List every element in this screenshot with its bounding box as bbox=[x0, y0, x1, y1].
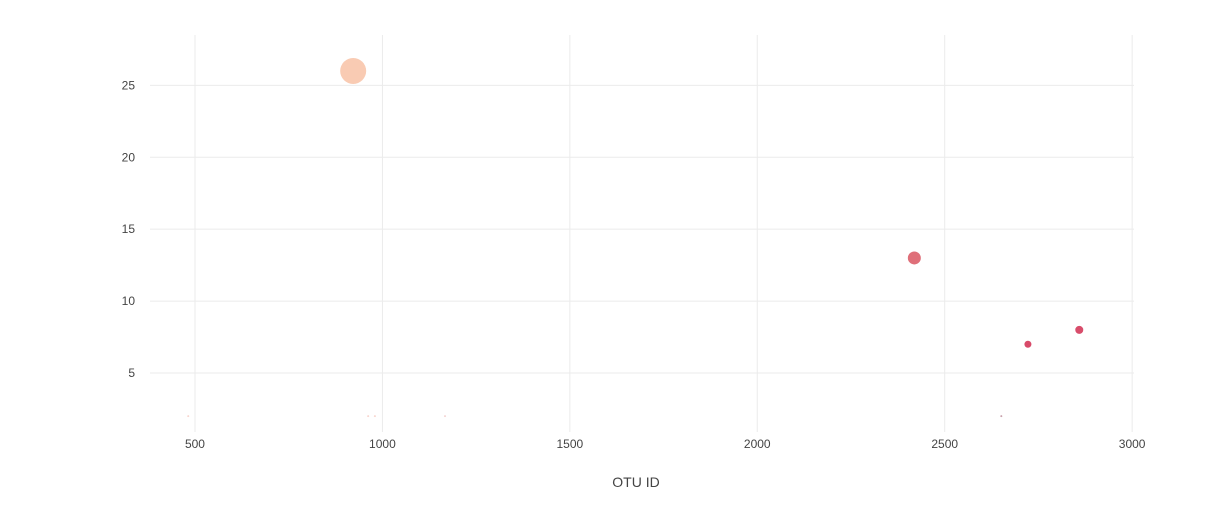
x-tick-label: 3000 bbox=[1119, 437, 1146, 451]
bubble-point[interactable] bbox=[907, 251, 921, 265]
bubble-point[interactable] bbox=[1000, 415, 1003, 418]
y-tick-label: 10 bbox=[122, 294, 136, 308]
x-axis-title: OTU ID bbox=[612, 474, 659, 490]
x-tick-label: 1500 bbox=[556, 437, 583, 451]
x-tick-label: 1000 bbox=[369, 437, 396, 451]
y-tick-label: 20 bbox=[122, 150, 136, 164]
gridlines bbox=[150, 35, 1134, 432]
y-tick-label: 5 bbox=[128, 366, 135, 380]
x-tick-label: 2500 bbox=[931, 437, 958, 451]
bubble-point[interactable] bbox=[1024, 340, 1032, 348]
bubble-point[interactable] bbox=[373, 415, 376, 418]
bubble-point[interactable] bbox=[187, 415, 190, 418]
y-tick-label: 25 bbox=[122, 78, 136, 92]
bubble-point[interactable] bbox=[367, 415, 370, 418]
data-points[interactable] bbox=[187, 57, 1084, 418]
bubble-point[interactable] bbox=[1075, 325, 1084, 334]
tick-labels: 500 1000 1500 2000 2500 3000 5 10 15 20 25 bbox=[122, 78, 1146, 451]
y-tick-label: 15 bbox=[122, 222, 136, 236]
x-tick-label: 500 bbox=[185, 437, 205, 451]
x-tick-label: 2000 bbox=[744, 437, 771, 451]
bubble-point[interactable] bbox=[340, 57, 367, 84]
bubble-point[interactable] bbox=[444, 415, 447, 418]
